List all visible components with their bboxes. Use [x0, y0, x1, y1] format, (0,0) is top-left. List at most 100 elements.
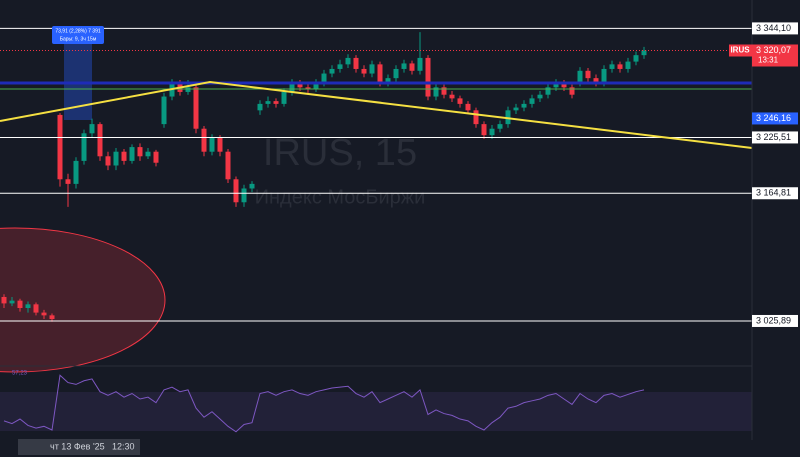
candle-body: [153, 151, 159, 163]
rsi-band: [0, 392, 752, 431]
candle-body: [305, 87, 311, 90]
candle-body: [417, 57, 423, 71]
candle-body: [553, 82, 559, 88]
candle-body: [457, 98, 463, 104]
candle-body: [249, 183, 255, 189]
trend-line: [0, 80, 753, 149]
crosshair-time: 12:30: [112, 441, 135, 451]
candle-body: [89, 124, 95, 134]
candle-body: [377, 64, 383, 83]
symbol-tag-label: IRUS: [730, 46, 750, 55]
level-label-box: [752, 131, 798, 144]
candle-body: [257, 103, 263, 111]
candle-body: [81, 133, 87, 161]
candle-body: [185, 87, 191, 92]
candle-body: [137, 147, 143, 157]
candle-body: [433, 87, 439, 97]
candle-body: [473, 110, 479, 125]
candle-body: [393, 68, 399, 79]
candle-body: [161, 96, 167, 125]
candle-body: [129, 147, 135, 161]
candle-body: [497, 124, 503, 129]
candle-body: [65, 179, 71, 184]
level-label-box: [752, 22, 798, 35]
highlight-zone: [0, 227, 166, 373]
level-label-box: [752, 187, 798, 200]
candle-body: [329, 68, 335, 74]
candle-body: [273, 101, 279, 104]
watermark-symbol: IRUS, 15: [263, 132, 417, 174]
candle-body: [225, 151, 231, 180]
candle-body: [57, 114, 63, 180]
candle-body: [409, 63, 415, 71]
candle-body: [193, 87, 199, 129]
candle-body: [545, 87, 551, 95]
level-label: 3 164,81: [756, 188, 791, 198]
crosshair-time-box: [18, 439, 140, 455]
candle-body: [361, 68, 367, 74]
candle-body: [353, 57, 359, 69]
candle-body: [201, 128, 207, 152]
candle-body: [1, 296, 7, 304]
level-label: 3 344,10: [756, 23, 791, 33]
level-label: 3 246,16: [756, 113, 791, 123]
watermark-name: Индекс МосБиржи: [255, 186, 426, 208]
candle-body: [529, 98, 535, 104]
candle-body: [113, 151, 119, 166]
candle-body: [337, 64, 343, 69]
candle-body: [505, 110, 511, 125]
candle-body: [385, 78, 391, 83]
candle-body: [321, 73, 327, 83]
candle-body: [369, 64, 375, 74]
candle-body: [105, 156, 111, 166]
level-label: 3 025,89: [756, 315, 791, 325]
candle-body: [465, 103, 471, 111]
level-label: 3 225,51: [756, 132, 791, 142]
candle-body: [617, 64, 623, 69]
candle-body: [233, 179, 239, 203]
candle-body: [241, 188, 247, 203]
price-axis: 3 344,10 3 246,16 3 225,51 3 164,81 3 025,89…: [729, 22, 798, 327]
last-price-box: [752, 44, 798, 67]
last-price-label: 3 320,07: [756, 45, 791, 55]
marks: [0, 27, 752, 433]
candle-body: [145, 151, 151, 157]
candle-body: [625, 61, 631, 69]
candle-body: [569, 87, 575, 95]
measure-text: Бары: 9, 3ч 15м: [60, 36, 97, 42]
candle-body: [9, 300, 15, 304]
candle-body: [33, 304, 39, 313]
candle-body: [481, 124, 487, 136]
measure-tooltip: [52, 26, 104, 44]
candle-body: [489, 128, 495, 136]
candle-body: [217, 137, 223, 152]
candle-body: [585, 70, 591, 79]
candle-body: [641, 50, 647, 56]
candle-body: [401, 63, 407, 69]
candle-body: [17, 300, 23, 308]
candle-body: [97, 124, 103, 157]
countdown: 13:31: [758, 56, 779, 65]
candle-body: [297, 82, 303, 88]
candle-body: [209, 137, 215, 152]
candle-body: [265, 101, 271, 104]
candle-body: [121, 151, 127, 161]
rsi-line: [3, 374, 645, 433]
crosshair-date: чт 13 Фев '25: [50, 441, 105, 451]
candle-body: [41, 312, 47, 316]
candle-body: [521, 103, 527, 108]
rsi-value: 57,23: [12, 371, 28, 377]
candle-body: [633, 55, 639, 62]
candle-body: [425, 57, 431, 97]
candle-body: [449, 94, 455, 99]
candle-body: [593, 78, 599, 83]
measure-text: 73,91 (2,28%) 7 391: [55, 28, 101, 34]
candle-body: [313, 82, 319, 90]
candle-body: [49, 315, 55, 320]
symbol-tag: [729, 44, 752, 57]
candle-body: [537, 94, 543, 99]
candle-body: [345, 57, 351, 65]
candle-body: [601, 68, 607, 83]
